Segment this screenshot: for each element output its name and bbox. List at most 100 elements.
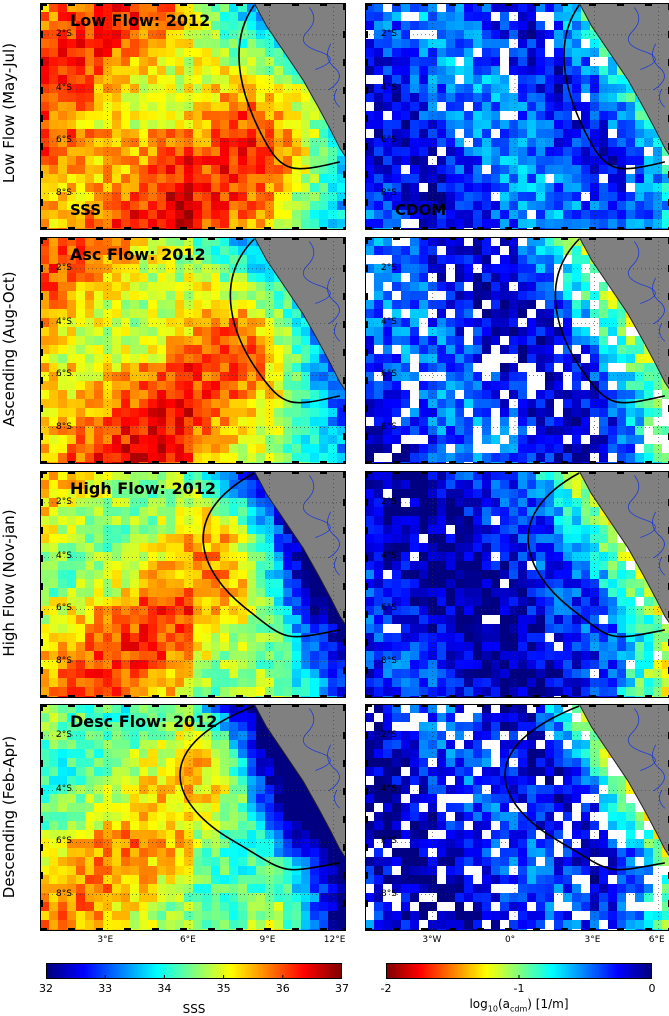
missing-data-cell (590, 327, 599, 336)
data-cell (85, 588, 94, 597)
data-cell (184, 327, 193, 336)
data-cell (220, 480, 229, 489)
data-cell (193, 30, 202, 39)
data-cell (202, 273, 211, 282)
data-cell (40, 156, 49, 165)
data-cell (410, 408, 419, 417)
data-cell (211, 156, 220, 165)
data-cell (319, 201, 328, 210)
data-cell (500, 417, 509, 426)
data-cell (563, 426, 572, 435)
gridlines (40, 471, 346, 698)
data-cell (67, 3, 76, 12)
data-cell (103, 300, 112, 309)
data-cell (40, 372, 49, 381)
missing-data-cell (464, 282, 473, 291)
data-cell (49, 210, 58, 219)
missing-data-cell (419, 327, 428, 336)
data-cell (581, 408, 590, 417)
data-cell (256, 120, 265, 129)
data-cell (211, 210, 220, 219)
data-cell (310, 426, 319, 435)
data-cell (410, 264, 419, 273)
data-cell (383, 273, 392, 282)
data-cell (247, 651, 256, 660)
data-cell (121, 138, 130, 147)
data-cell (337, 417, 346, 426)
border-dash (365, 3, 372, 6)
data-cell (301, 102, 310, 111)
missing-data-cell (554, 408, 563, 417)
data-cell (121, 165, 130, 174)
data-cell (157, 111, 166, 120)
missing-data-cell (536, 372, 545, 381)
data-cell (67, 57, 76, 66)
data-cell (130, 21, 139, 30)
data-cell (76, 309, 85, 318)
data-cell (626, 174, 635, 183)
data-cell (328, 426, 337, 435)
missing-data-cell (482, 372, 491, 381)
data-cell (256, 660, 265, 669)
data-cell (283, 291, 292, 300)
data-cell (175, 345, 184, 354)
data-cell (455, 93, 464, 102)
data-cell (211, 120, 220, 129)
data-cell (265, 264, 274, 273)
data-cell (148, 66, 157, 75)
data-cell (94, 336, 103, 345)
data-cell (473, 489, 482, 498)
data-cell (130, 372, 139, 381)
data-cell (563, 48, 572, 57)
data-cell (374, 399, 383, 408)
data-cell (608, 291, 617, 300)
data-cell (139, 255, 148, 264)
data-cell (166, 264, 175, 273)
data-cell (644, 363, 653, 372)
data-cell (572, 39, 581, 48)
data-cell (428, 84, 437, 93)
data-cell (383, 102, 392, 111)
data-cell (644, 408, 653, 417)
data-cell (202, 30, 211, 39)
data-cell (518, 444, 527, 453)
data-cell (130, 543, 139, 552)
missing-data-cell (617, 363, 626, 372)
plume-contour (229, 238, 341, 404)
data-cell (58, 444, 67, 453)
data-cell (238, 381, 247, 390)
data-cell (527, 318, 536, 327)
missing-data-cell (491, 417, 500, 426)
data-cell (482, 498, 491, 507)
data-cell (392, 372, 401, 381)
data-cell (428, 57, 437, 66)
missing-data-cell (437, 372, 446, 381)
data-cell (365, 57, 374, 66)
data-cell (211, 192, 220, 201)
data-cell (419, 345, 428, 354)
data-cell (238, 363, 247, 372)
data-cell (238, 444, 247, 453)
data-cell (49, 345, 58, 354)
data-cell (265, 102, 274, 111)
data-cell (383, 525, 392, 534)
border-dash (40, 227, 47, 230)
data-cell (121, 201, 130, 210)
data-cell (473, 336, 482, 345)
data-cell (617, 156, 626, 165)
data-cell (103, 21, 112, 30)
data-cell (256, 174, 265, 183)
data-cell (608, 309, 617, 318)
data-cell (130, 390, 139, 399)
data-cell (94, 174, 103, 183)
border-dash (393, 461, 400, 464)
data-cell (67, 597, 76, 606)
data-cell (419, 120, 428, 129)
data-cell (238, 138, 247, 147)
data-cell (184, 102, 193, 111)
data-cell (401, 21, 410, 30)
data-cell (590, 354, 599, 363)
data-cell (617, 417, 626, 426)
data-cell (283, 345, 292, 354)
border-dash (124, 471, 131, 474)
